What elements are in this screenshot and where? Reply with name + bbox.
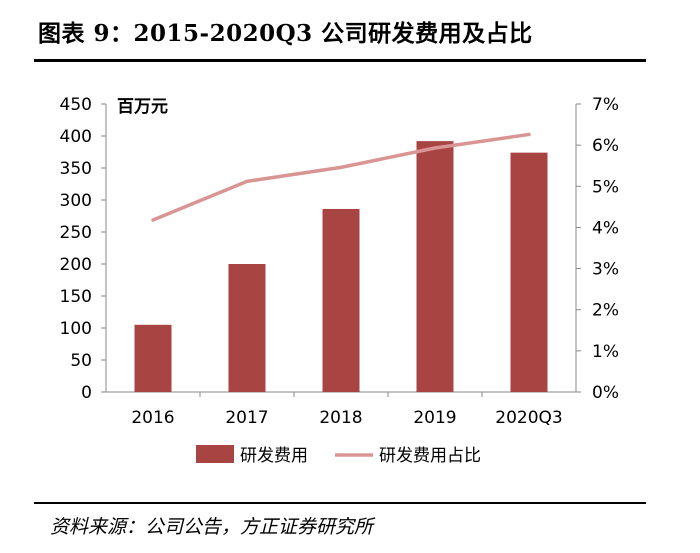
y-left-tick-label: 250 (60, 223, 92, 243)
y-left-tick-label: 350 (60, 159, 92, 179)
y-left-unit-label: 百万元 (117, 97, 168, 117)
bar-2017 (228, 264, 266, 392)
y-right-tick-label: 2% (592, 301, 619, 321)
legend-label-bar: 研发费用 (240, 446, 308, 466)
y-left-tick-label: 200 (60, 255, 92, 275)
y-right-tick-label: 0% (592, 383, 619, 403)
x-tick-label: 2016 (131, 408, 174, 428)
x-tick-label: 2018 (319, 408, 362, 428)
x-tick-label: 2019 (413, 408, 456, 428)
bar-2020Q3 (510, 152, 548, 392)
y-right-tick-label: 6% (592, 136, 619, 156)
source-note: 资料来源：公司公告，方正证券研究所 (50, 516, 374, 538)
y-left-tick-label: 150 (60, 287, 92, 307)
x-tick-label: 2017 (225, 408, 268, 428)
y-left-tick-label: 450 (60, 95, 92, 115)
combo-chart: 0 50 100 150 200 250 300 350 400 450 0% 1% 2% 3% 4% 5% 6… (60, 95, 619, 466)
x-tick-label: 2020Q3 (495, 408, 562, 428)
title-divider (34, 59, 646, 62)
y-right-tick-label: 7% (592, 95, 619, 115)
legend-swatch-bar (196, 445, 234, 463)
y-right-tick-label: 1% (592, 342, 619, 362)
y-right-tick-label: 4% (592, 218, 619, 238)
bar-2019 (416, 141, 454, 392)
line-series-ratio (151, 132, 531, 222)
bar-2018 (322, 208, 360, 392)
footer-divider (34, 502, 646, 504)
y-left-tick-label: 100 (60, 319, 92, 339)
bar-2016 (134, 324, 172, 392)
y-left-tick-label: 0 (81, 383, 92, 403)
y-left-tick-label: 400 (60, 127, 92, 147)
legend-label-line: 研发费用占比 (379, 446, 481, 466)
y-right-tick-label: 3% (592, 260, 619, 280)
figure-title: 图表 9：2015-2020Q3 公司研发费用及占比 (38, 20, 533, 47)
y-right-tick-label: 5% (592, 177, 619, 197)
y-left-tick-label: 50 (70, 351, 92, 371)
y-left-tick-label: 300 (60, 191, 92, 211)
